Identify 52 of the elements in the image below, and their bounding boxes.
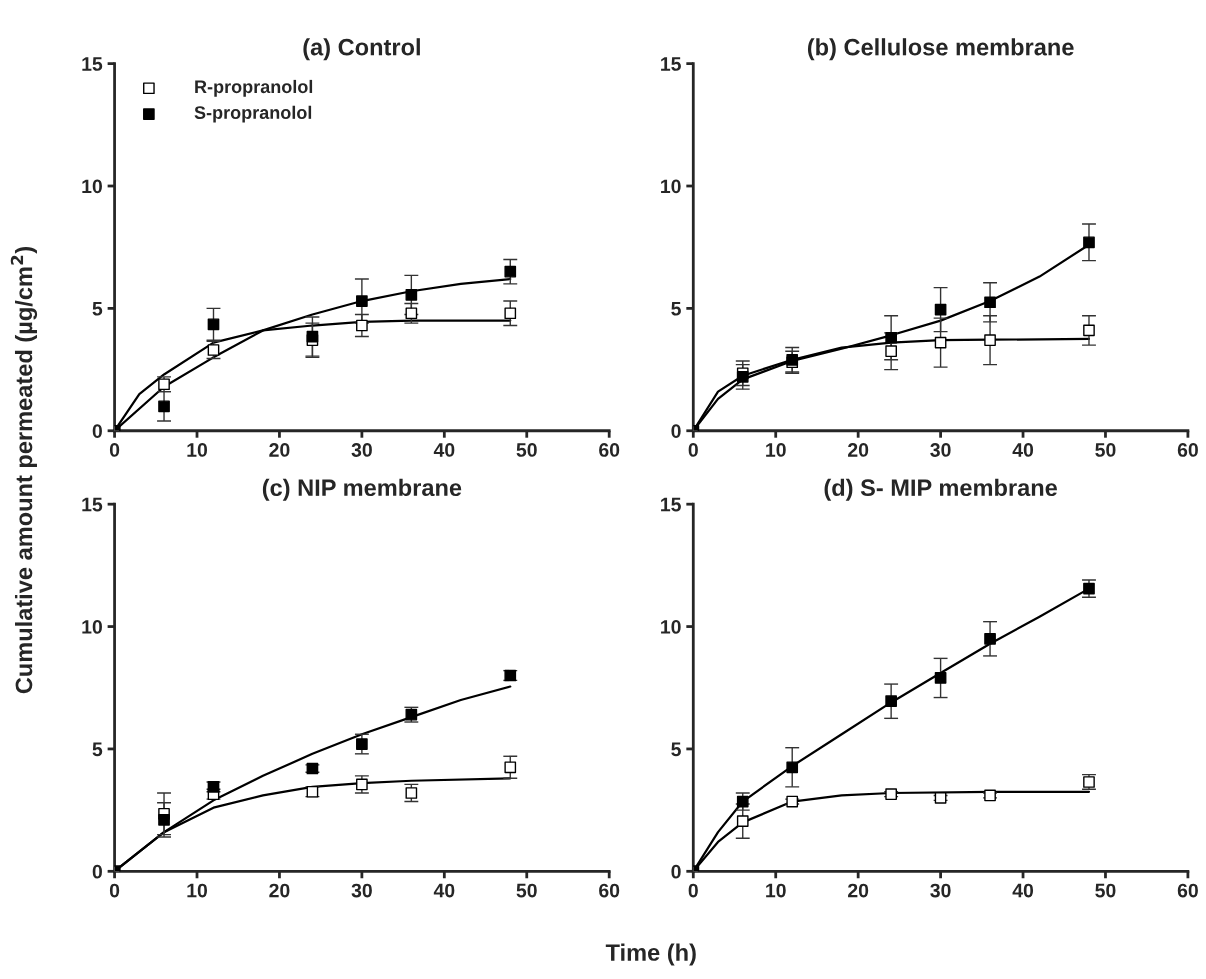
x-tick-label: 0	[109, 883, 120, 898]
chart-title: (a) Control	[303, 38, 420, 61]
chart-title: (d) S- MIP membrane	[824, 478, 1057, 501]
y-tick-label: 15	[82, 497, 103, 512]
y-tick-label: 15	[661, 57, 681, 71]
x-tick-label: 20	[848, 443, 869, 457]
x-tick-label: 30	[351, 443, 372, 457]
x-axis-title: Time (h)	[605, 943, 696, 966]
x-tick-label: 0	[688, 443, 698, 457]
y-tick-label: 10	[82, 179, 102, 194]
y-tick-label: 0	[92, 424, 102, 438]
x-tick-label: 10	[187, 443, 208, 457]
legend-label: R-propranolol	[195, 79, 313, 97]
y-tick-label: 10	[82, 620, 102, 634]
x-tick-label: 10	[187, 883, 208, 898]
x-tick-label: 60	[599, 883, 620, 898]
x-tick-label: 60	[599, 443, 620, 457]
x-tick-label: 0	[688, 883, 698, 898]
y-tick-label: 5	[92, 742, 103, 757]
x-tick-label: 30	[930, 883, 951, 898]
y-tick-label: 10	[661, 179, 681, 194]
x-tick-label: 40	[433, 443, 455, 457]
chart-title: (c) NIP membrane	[262, 478, 462, 501]
chart-title: (b) Cellulose membrane	[807, 38, 1074, 61]
x-tick-label: 30	[351, 883, 372, 898]
y-tick-label: 15	[82, 57, 103, 71]
x-tick-label: 50	[516, 443, 537, 457]
x-tick-label: 40	[1012, 443, 1034, 457]
x-tick-label: 20	[269, 443, 290, 457]
x-tick-label: 0	[109, 443, 120, 457]
x-tick-label: 20	[269, 883, 290, 898]
x-tick-label: 40	[1012, 883, 1034, 898]
y-tick-label: 0	[92, 864, 102, 879]
x-tick-label: 50	[1095, 443, 1116, 457]
x-tick-label: 60	[1177, 883, 1198, 898]
x-tick-label: 10	[766, 443, 786, 457]
y-tick-label: 5	[671, 302, 681, 316]
x-tick-label: 40	[433, 883, 455, 898]
y-tick-label: 10	[661, 620, 681, 634]
x-tick-label: 30	[930, 443, 951, 457]
x-tick-label: 50	[1095, 883, 1116, 898]
y-tick-label: 5	[92, 302, 103, 316]
x-tick-label: 50	[516, 883, 537, 898]
y-axis-title: Cumulative amount permeated (µg/cm$^{2}$)	[10, 246, 38, 694]
y-tick-label: 15	[661, 497, 681, 512]
y-tick-label: 0	[671, 864, 681, 879]
x-tick-label: 20	[848, 883, 869, 898]
x-tick-label: 10	[766, 883, 786, 898]
x-tick-label: 60	[1177, 443, 1198, 457]
y-tick-label: 5	[671, 742, 681, 757]
y-tick-label: 0	[671, 424, 681, 438]
legend-label: S-propranolol	[194, 105, 312, 123]
